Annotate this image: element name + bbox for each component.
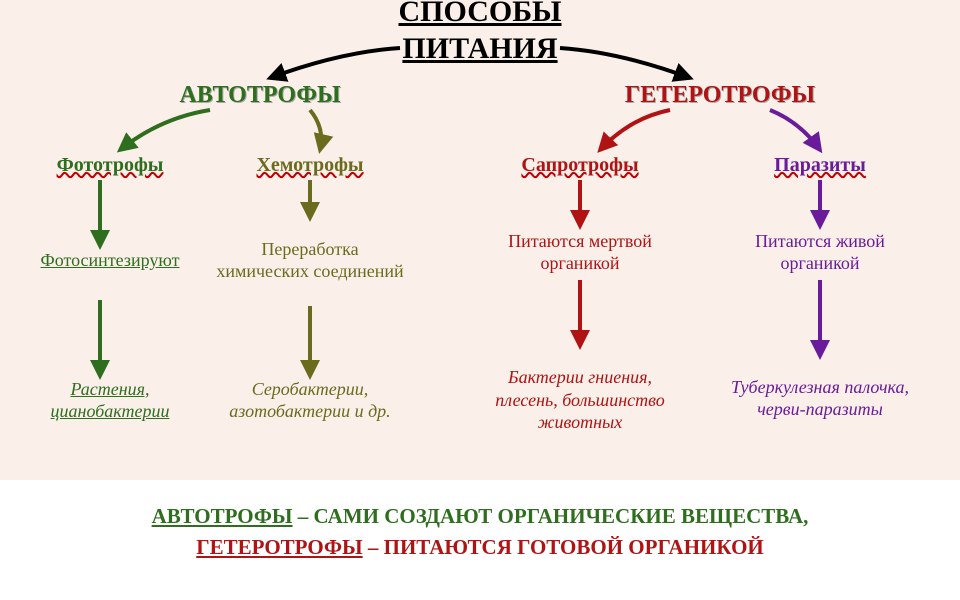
node-title: СПОСОБЫ ПИТАНИЯ (330, 5, 630, 55)
footer-def-autotrophs: – САМИ СОЗДАЮТ ОРГАНИЧЕСКИЕ ВЕЩЕСТВА, (293, 504, 809, 528)
node-photo_ex: Растения, цианобактерии (15, 360, 205, 440)
node-parasites: Паразиты (670, 140, 960, 190)
footer-def-heterotrophs: – ПИТАЮТСЯ ГОТОВОЙ ОРГАНИКОЙ (363, 535, 764, 559)
node-chemo_desc: Переработка химических соединений (215, 220, 405, 300)
footer-term-heterotrophs: ГЕТЕРОТРОФЫ (196, 535, 362, 559)
footer-line-heterotrophs: ГЕТЕРОТРОФЫ – ПИТАЮТСЯ ГОТОВОЙ ОРГАНИКОЙ (0, 535, 960, 560)
node-sapro_desc: Питаются мертвой органикой (485, 212, 675, 292)
node-sapro_ex: Бактерии гниения, плесень, большинство ж… (475, 360, 685, 440)
diagram-canvas: СПОСОБЫ ПИТАНИЯАВТОТРОФЫГЕТЕРОТРОФЫФотот… (0, 0, 960, 480)
node-autotrophs: АВТОТРОФЫ (110, 70, 410, 120)
footer-definitions: АВТОТРОФЫ – САМИ СОЗДАЮТ ОРГАНИЧЕСКИЕ ВЕ… (0, 480, 960, 560)
node-chemo_ex: Серобактерии, азотобактерии и др. (210, 360, 410, 440)
footer-line-autotrophs: АВТОТРОФЫ – САМИ СОЗДАЮТ ОРГАНИЧЕСКИЕ ВЕ… (0, 504, 960, 529)
node-chemotrophs: Хемотрофы (160, 140, 460, 190)
footer-term-autotrophs: АВТОТРОФЫ (152, 504, 293, 528)
node-para_ex: Туберкулезная палочка, черви-паразиты (720, 358, 920, 438)
node-para_desc: Питаются живой органикой (725, 212, 915, 292)
node-heterotrophs: ГЕТЕРОТРОФЫ (570, 70, 870, 120)
